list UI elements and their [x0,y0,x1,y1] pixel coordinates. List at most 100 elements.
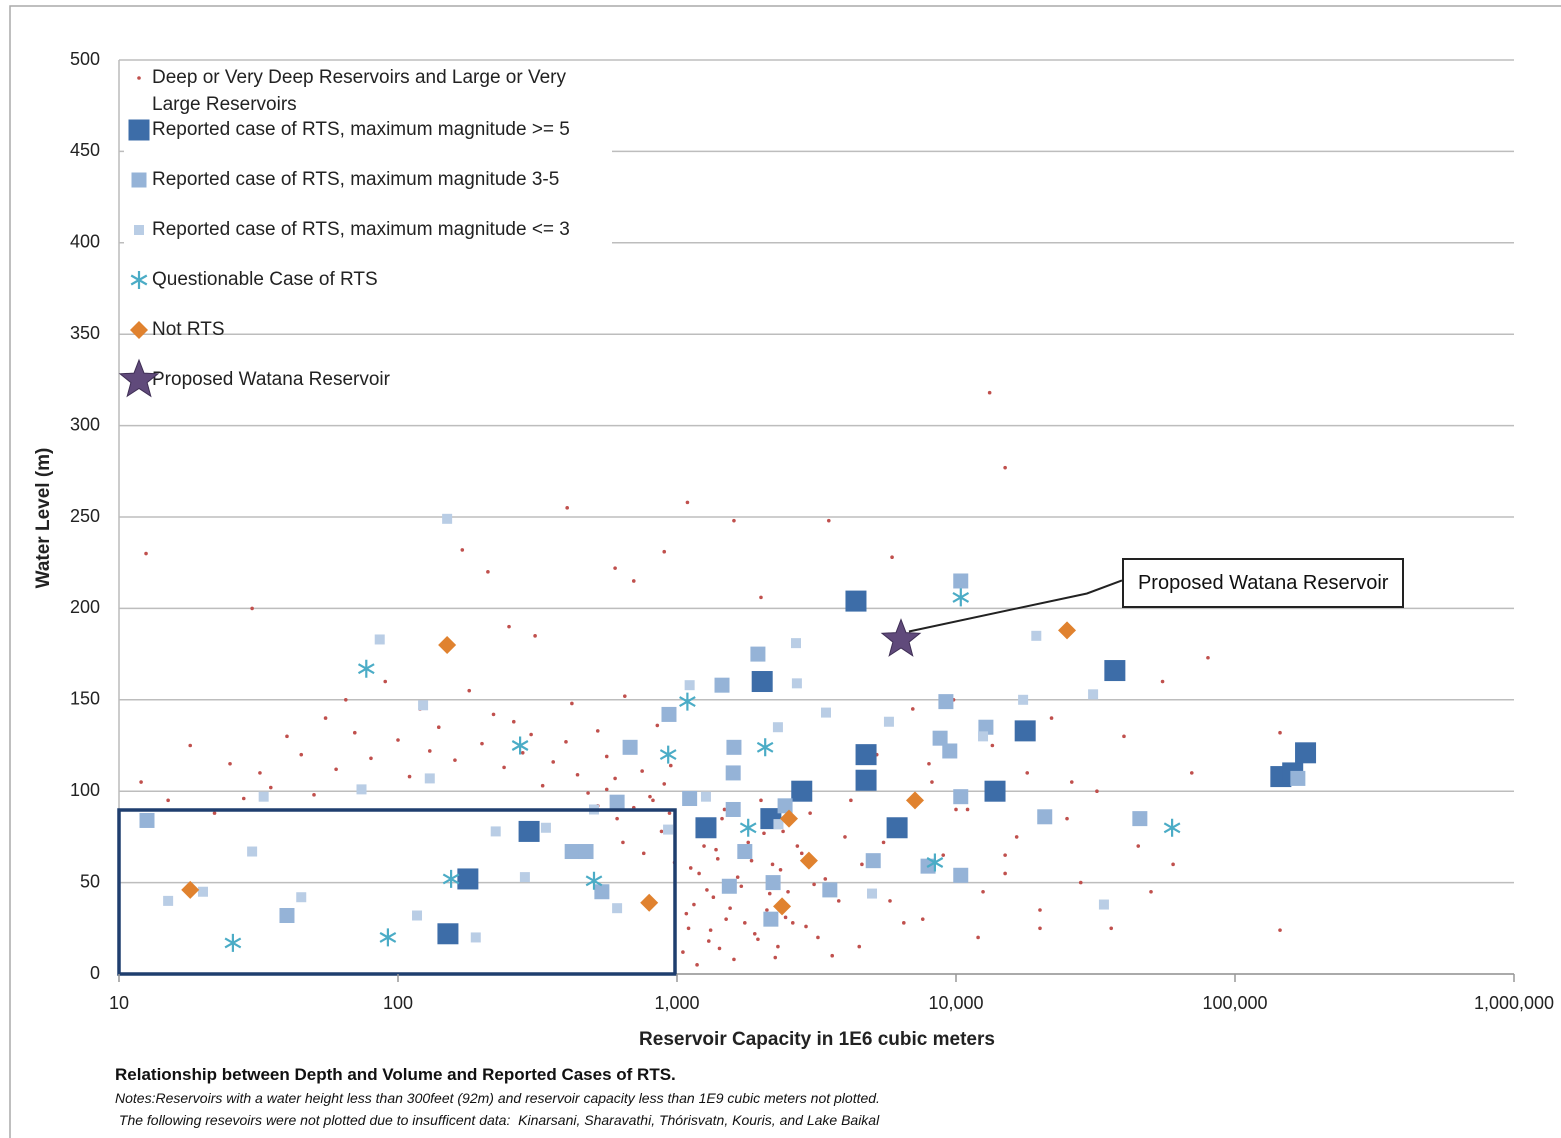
point [453,758,457,762]
point [1025,771,1030,775]
legend-label: Reported case of RTS, maximum magnitude … [152,219,570,240]
point [978,719,994,735]
point [188,743,193,748]
point [953,867,969,883]
legend-key [128,119,150,141]
point [746,840,751,845]
legend-key [131,172,147,188]
point [790,638,801,649]
point [906,791,925,810]
point [932,730,948,746]
point [700,791,711,802]
point [661,706,677,722]
y-tick-label: 200 [70,597,100,617]
point [790,921,795,925]
point [822,882,838,898]
marks [139,390,1317,967]
point [659,829,664,834]
point [594,884,610,900]
point [595,729,600,733]
point [1163,818,1181,837]
legend: Deep or Very Deep Reservoirs and Large o… [118,62,612,398]
point [1136,844,1141,848]
point [296,892,307,903]
point [490,826,501,837]
point [396,738,400,742]
point [836,899,841,903]
point [830,953,835,958]
point [726,739,742,755]
point [953,573,969,589]
point [684,680,695,691]
point [470,932,481,943]
point [739,884,744,889]
point [144,551,148,556]
point [418,700,429,711]
point [1003,465,1007,470]
legend-item: Not RTS [124,316,612,343]
point [1031,630,1042,641]
point [491,712,496,717]
point [247,846,258,857]
point [379,928,397,947]
point [258,771,262,775]
frame [9,5,1561,1138]
point [437,923,459,945]
point [927,761,931,766]
point [613,776,617,781]
point [586,791,590,795]
legend-marker [131,172,147,188]
point [779,809,798,828]
point [978,731,989,742]
point [436,725,441,730]
point [357,659,375,678]
point [564,844,580,860]
point [139,780,143,784]
point [1104,660,1126,682]
point [667,811,672,815]
point [564,740,568,744]
point [778,868,783,872]
point [631,579,636,583]
legend-item: Questionable Case of RTS [124,266,612,293]
legend-marker [118,358,160,398]
point [369,756,373,761]
point [714,847,718,852]
point [279,908,295,924]
point [724,917,728,921]
point [640,893,659,912]
point [621,840,625,845]
point [529,732,533,737]
point [1278,730,1282,735]
legend-label: Proposed Watana Reservoir [152,369,390,390]
point [684,911,689,916]
point [686,926,691,931]
point [984,780,1006,802]
y-tick-label: 350 [70,323,100,343]
point [442,513,453,524]
point [823,877,828,881]
point [585,871,603,890]
point [880,618,922,657]
point [765,908,769,912]
point [352,730,357,735]
y-tick-label: 150 [70,689,100,709]
point [241,796,246,801]
point [424,773,435,784]
point [855,769,877,791]
legend-key [130,321,148,339]
point [763,911,779,927]
point [323,716,328,720]
point [767,891,772,896]
point [739,818,757,837]
point [886,817,908,839]
point [640,769,644,773]
point [604,787,609,792]
point [519,872,530,883]
point [770,862,775,867]
point [783,915,788,920]
point [762,831,766,836]
y-tick-label: 400 [70,232,100,252]
point [1290,770,1306,786]
point [772,722,783,733]
